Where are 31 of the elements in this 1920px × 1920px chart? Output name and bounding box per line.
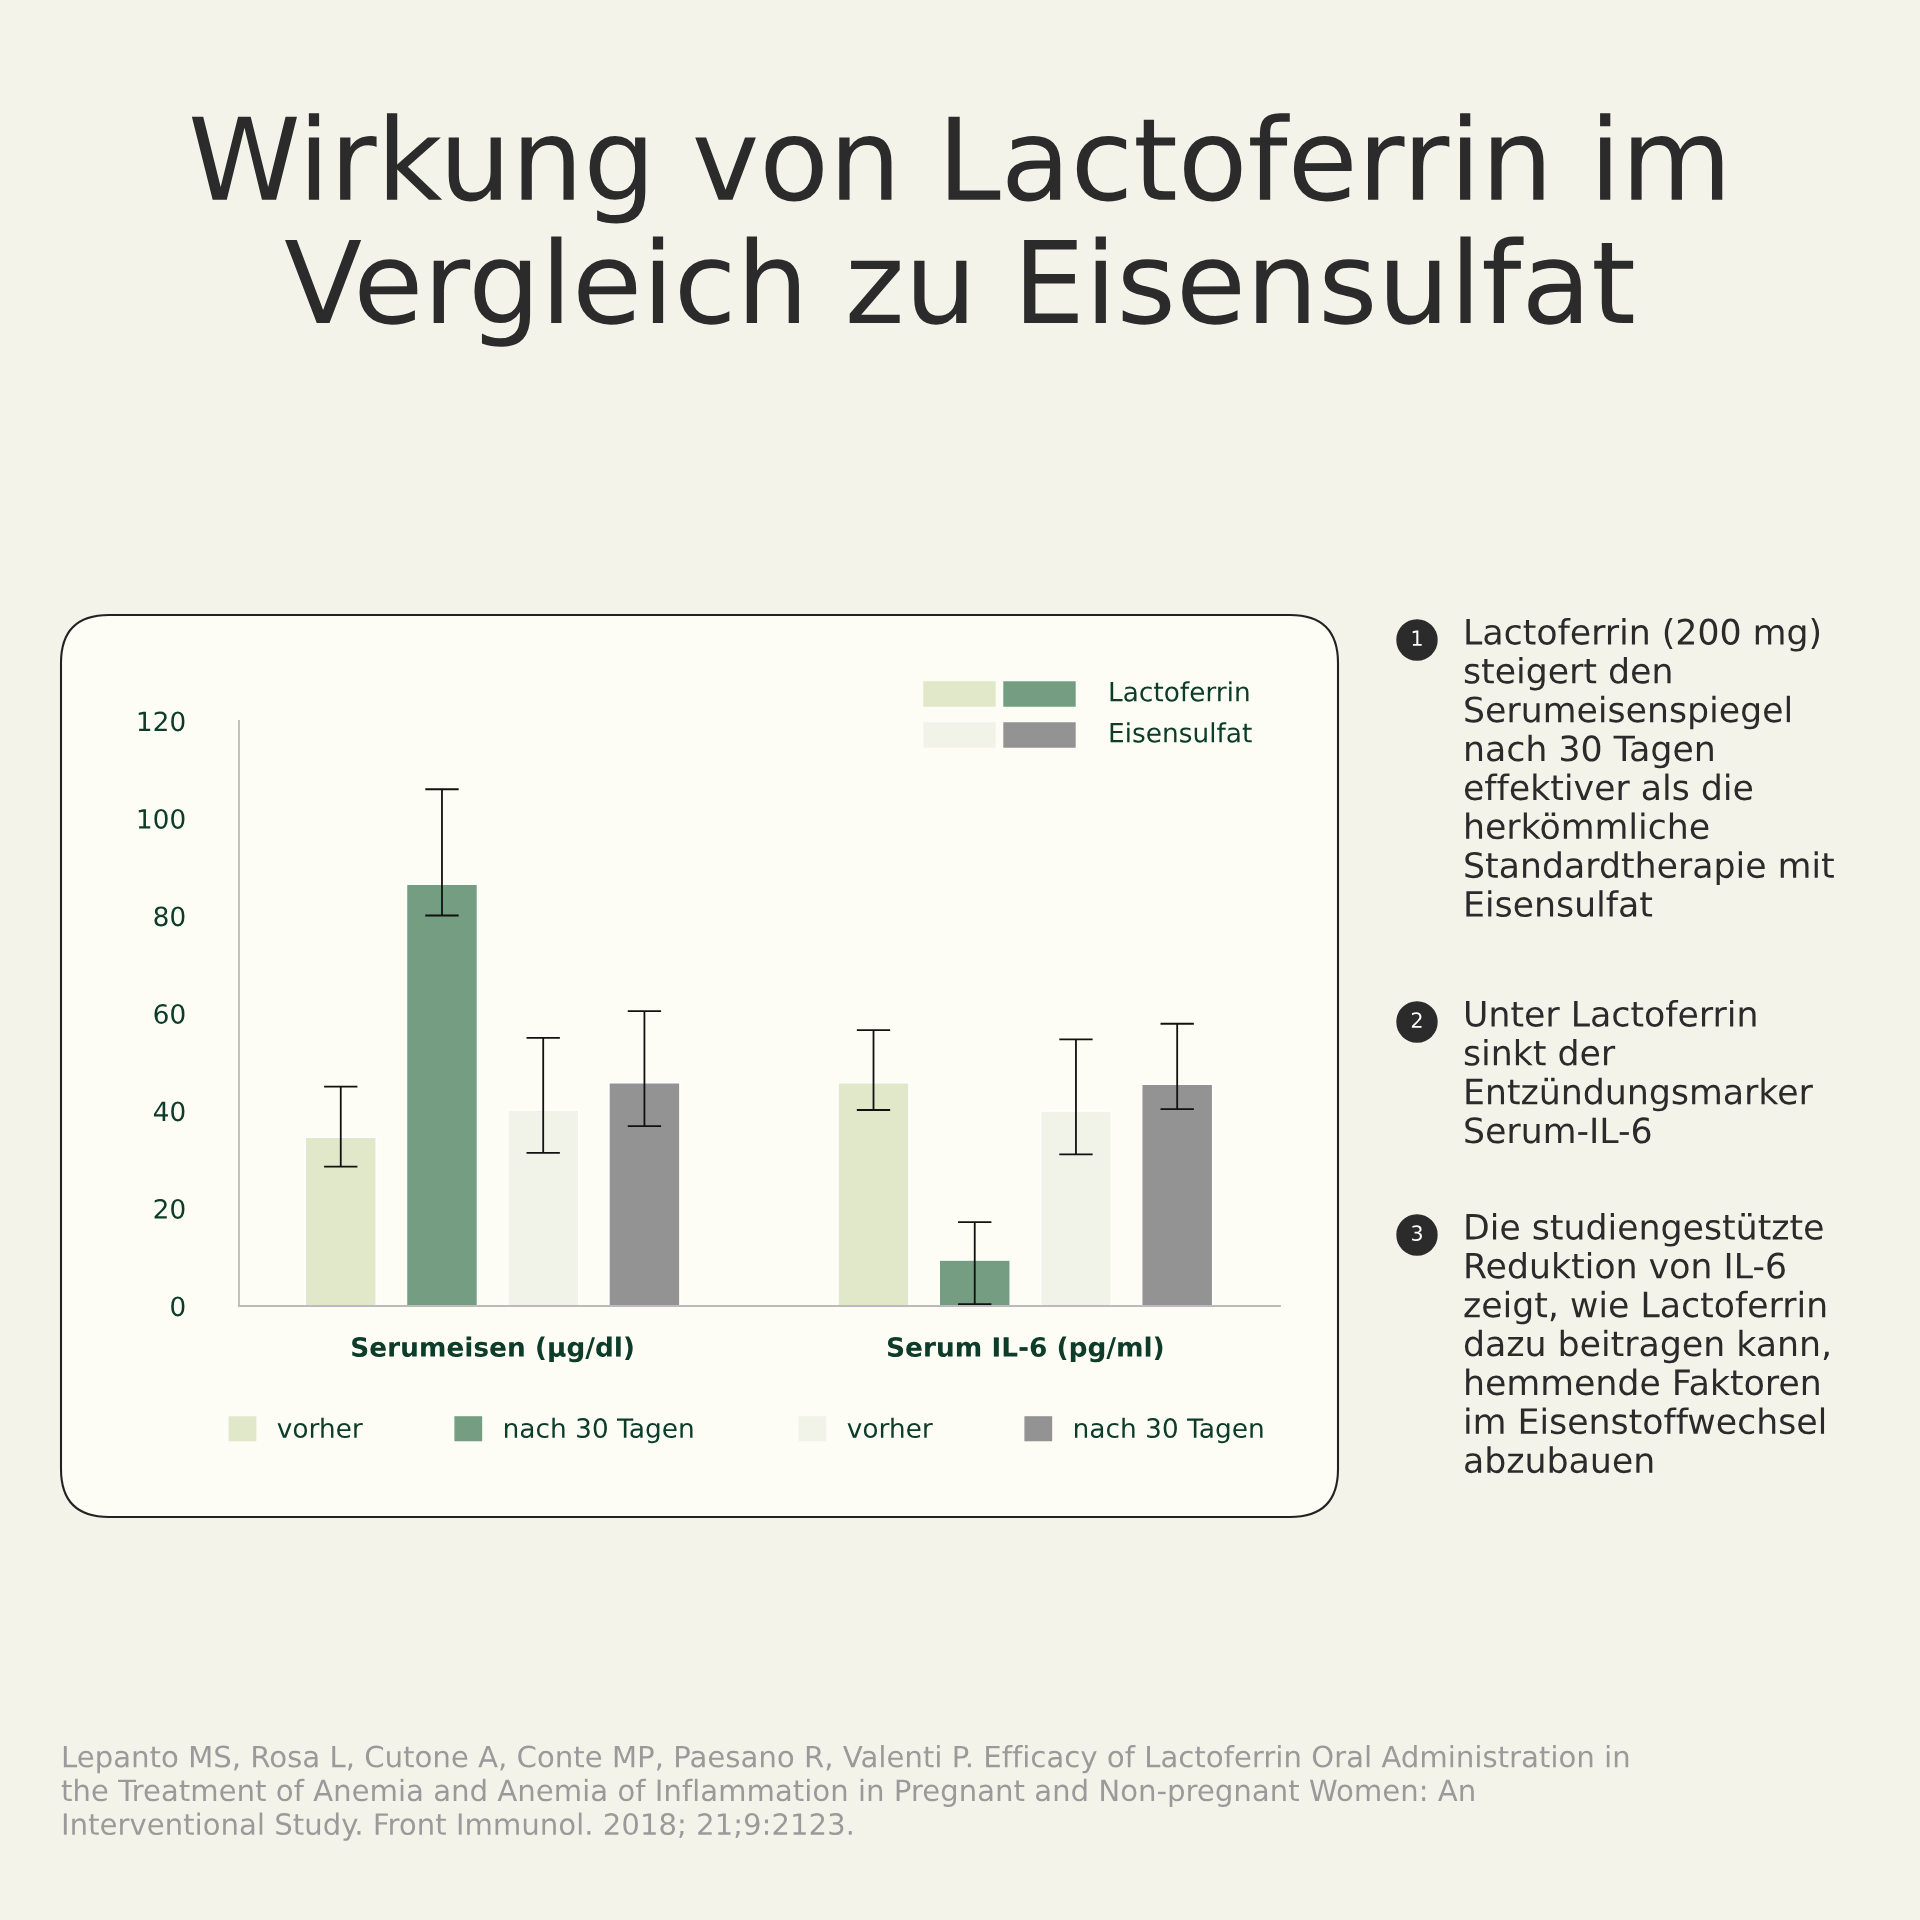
y-tick-label: 0 <box>171 1296 185 1317</box>
text: Lepanto MS, Rosa L, Cutone A, Conte MP, Paesano R, Valenti P. Efficacy of Lactoferrin Oral Administration in the Treatment of Anemia and Anemia of Inflammation in Pregnant and Non-pregnant Women: An Interventional Study. Front Immunol. 2018; 21;9:2123. <box>61 1745 1629 1841</box>
bar <box>837 1082 910 1306</box>
legend-label: nach 30 Tagen <box>504 1417 693 1444</box>
x-tick-label: Serumeisen (µg/dl) <box>352 1336 633 1363</box>
y-tick-label: 80 <box>154 906 185 927</box>
bar <box>405 883 479 1306</box>
legend-label: vorher <box>847 1417 933 1439</box>
y-tick-label: 20 <box>154 1198 185 1219</box>
text: 3 <box>1411 1225 1422 1242</box>
legend-label: nach 30 Tagen <box>1074 1417 1263 1444</box>
bar <box>608 1082 681 1306</box>
text: Lactoferrin <box>1110 681 1249 702</box>
y-tick-label: 100 <box>138 808 185 829</box>
text: Lactoferrin (200 mg) steigert den Serumeisenspiegel nach 30 Tagen effektiver als die herkömmliche Standardtherapie mit Eisensulfat <box>1464 618 1834 918</box>
annotation: Eisensulfat <box>1110 722 1252 743</box>
y-tick-label: 120 <box>138 711 185 732</box>
x-tick-label: Serum IL-6 (pg/ml) <box>887 1336 1163 1363</box>
text: Unter Lactoferrin sinkt der Entzündungsmarker Serum-IL-6 <box>1464 1000 1813 1144</box>
chart-title: Wirkung von Lactoferrin im Vergleich zu Eisensulfat <box>191 113 1723 347</box>
y-tick-label: 60 <box>154 1003 185 1024</box>
text: Die studiengestützte Reduktion von IL-6 zeigt, wie Lactoferrin dazu beitragen kann, hemmende Faktoren im Eisenstoffwechsel abzubauen <box>1464 1213 1829 1474</box>
bar <box>938 1259 1011 1306</box>
bar <box>1039 1110 1113 1306</box>
legend-label: vorher <box>277 1417 363 1439</box>
y-tick-label: 40 <box>153 1101 185 1122</box>
bar <box>304 1136 377 1306</box>
text: 2 <box>1411 1012 1422 1028</box>
text: 1 <box>1412 630 1422 646</box>
bar <box>1141 1083 1214 1306</box>
bar <box>507 1109 580 1306</box>
